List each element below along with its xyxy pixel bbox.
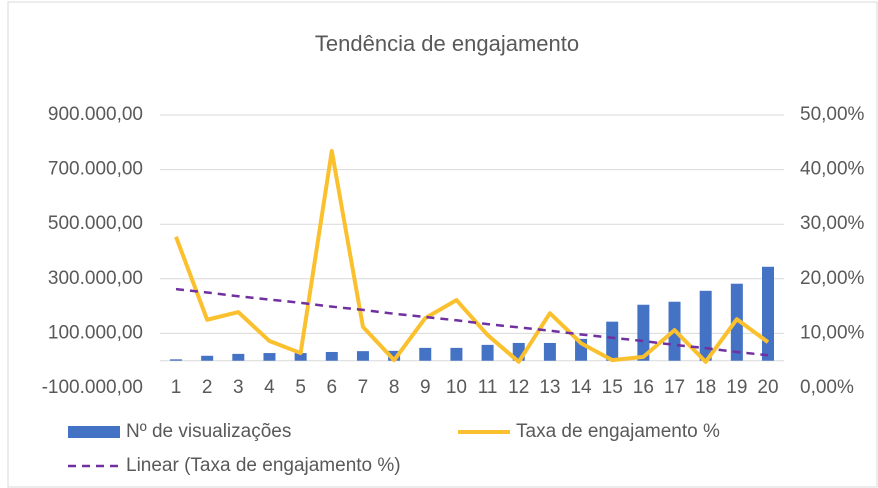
- y2-tick-label: 40,00%: [800, 159, 865, 180]
- trend-line: [175, 287, 769, 357]
- bar: [762, 266, 774, 361]
- x-tick-label: 7: [358, 377, 369, 398]
- line: [174, 149, 770, 364]
- bar: [481, 344, 494, 361]
- bar: [543, 342, 556, 361]
- x-tick-label: 2: [202, 377, 213, 398]
- bar: [325, 351, 338, 361]
- x-tick-label: 15: [602, 377, 623, 398]
- x-tick-label: 5: [295, 377, 306, 398]
- bar: [419, 347, 432, 361]
- x-tick-label: 18: [695, 377, 716, 398]
- y-tick-label: 900.000,00: [48, 104, 143, 125]
- y-tick-label: -100.000,00: [42, 377, 143, 398]
- x-tick-label: 20: [757, 377, 778, 398]
- x-tick-label: 17: [664, 377, 685, 398]
- y-tick-label: 100.000,00: [48, 322, 143, 343]
- x-tick-label: 13: [539, 377, 560, 398]
- x-tick-label: 1: [171, 377, 182, 398]
- y2-tick-label: 50,00%: [800, 104, 865, 125]
- x-tick-label: 11: [478, 377, 498, 398]
- bar: [201, 355, 214, 361]
- y2-tick-label: 10,00%: [800, 322, 865, 343]
- x-tick-label: 10: [446, 377, 467, 398]
- y2-tick-label: 30,00%: [800, 213, 865, 234]
- legend-label: Linear (Taxa de engajamento %): [126, 455, 401, 476]
- x-tick-label: 19: [726, 377, 747, 398]
- y2-tick-label: 0,00%: [800, 377, 854, 398]
- bar: [606, 321, 619, 361]
- x-tick-label: 9: [420, 377, 431, 398]
- y-tick-label: 300.000,00: [48, 268, 143, 289]
- legend-swatch: [68, 426, 120, 438]
- bar: [637, 304, 650, 361]
- bar: [450, 347, 463, 361]
- legend-label: Nº de visualizações: [126, 421, 291, 442]
- x-tick-label: 3: [233, 377, 244, 398]
- x-tick-label: 4: [264, 377, 275, 398]
- bar: [170, 359, 182, 361]
- bar: [699, 290, 712, 361]
- bar: [388, 350, 401, 361]
- bar: [263, 353, 276, 361]
- y-tick-label: 700.000,00: [48, 159, 143, 180]
- bar: [232, 353, 245, 361]
- y-tick-label: 500.000,00: [48, 213, 143, 234]
- y2-tick-label: 20,00%: [800, 268, 865, 289]
- chart-title: Tendência de engajamento: [315, 31, 579, 56]
- chart-frame: [7, 1, 878, 488]
- bar: [356, 351, 369, 361]
- x-tick-label: 14: [570, 377, 592, 398]
- x-tick-label: 6: [327, 377, 338, 398]
- bar: [294, 353, 307, 361]
- legend-label: Taxa de engajamento %: [516, 421, 720, 442]
- x-tick-label: 16: [633, 377, 654, 398]
- x-tick-label: 12: [508, 377, 529, 398]
- x-tick-label: 8: [389, 377, 400, 398]
